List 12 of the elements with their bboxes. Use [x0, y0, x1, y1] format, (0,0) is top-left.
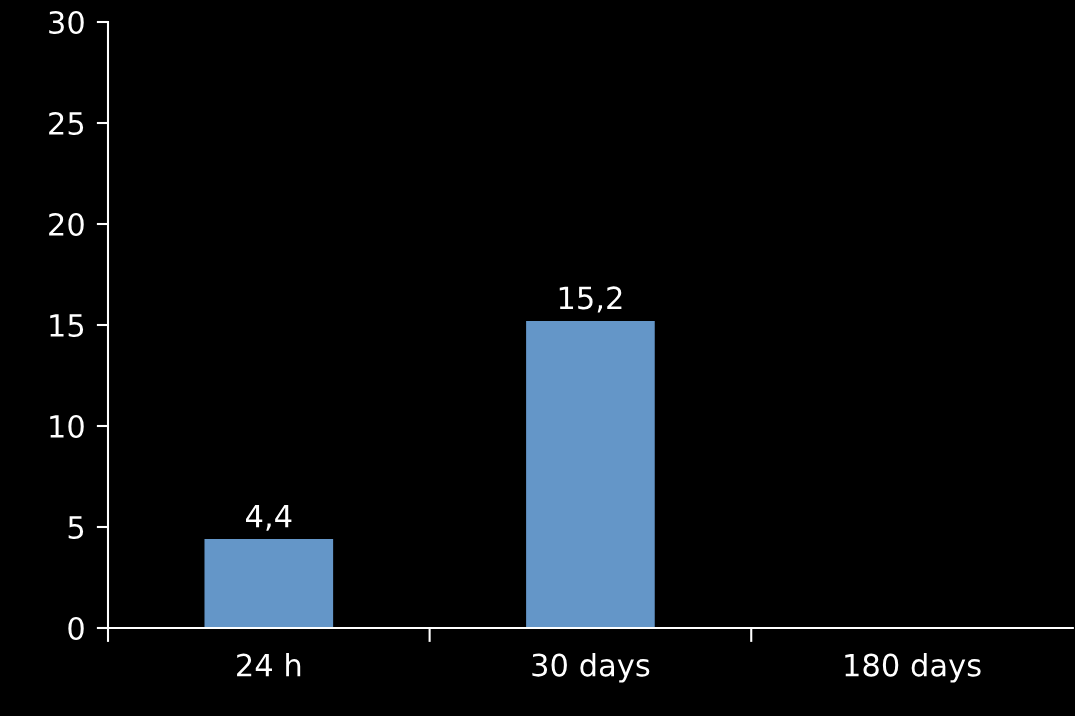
- x-tick-label: 180 days: [845, 653, 981, 683]
- x-tick-label: 30 days: [532, 653, 650, 683]
- y-tick-label: 5: [68, 516, 84, 540]
- y-tick-label: 25: [49, 111, 84, 136]
- y-tick-label: 30: [49, 10, 84, 35]
- data-label: 4,4: [246, 504, 292, 531]
- y-tick-label: 15: [50, 314, 84, 338]
- x-tick-label: 24 h: [237, 653, 301, 677]
- y-tick-label: 10: [50, 414, 84, 439]
- y-tick-label: 0: [68, 616, 84, 641]
- data-label: 15,2: [559, 286, 622, 313]
- y-tick-label: 20: [49, 212, 84, 237]
